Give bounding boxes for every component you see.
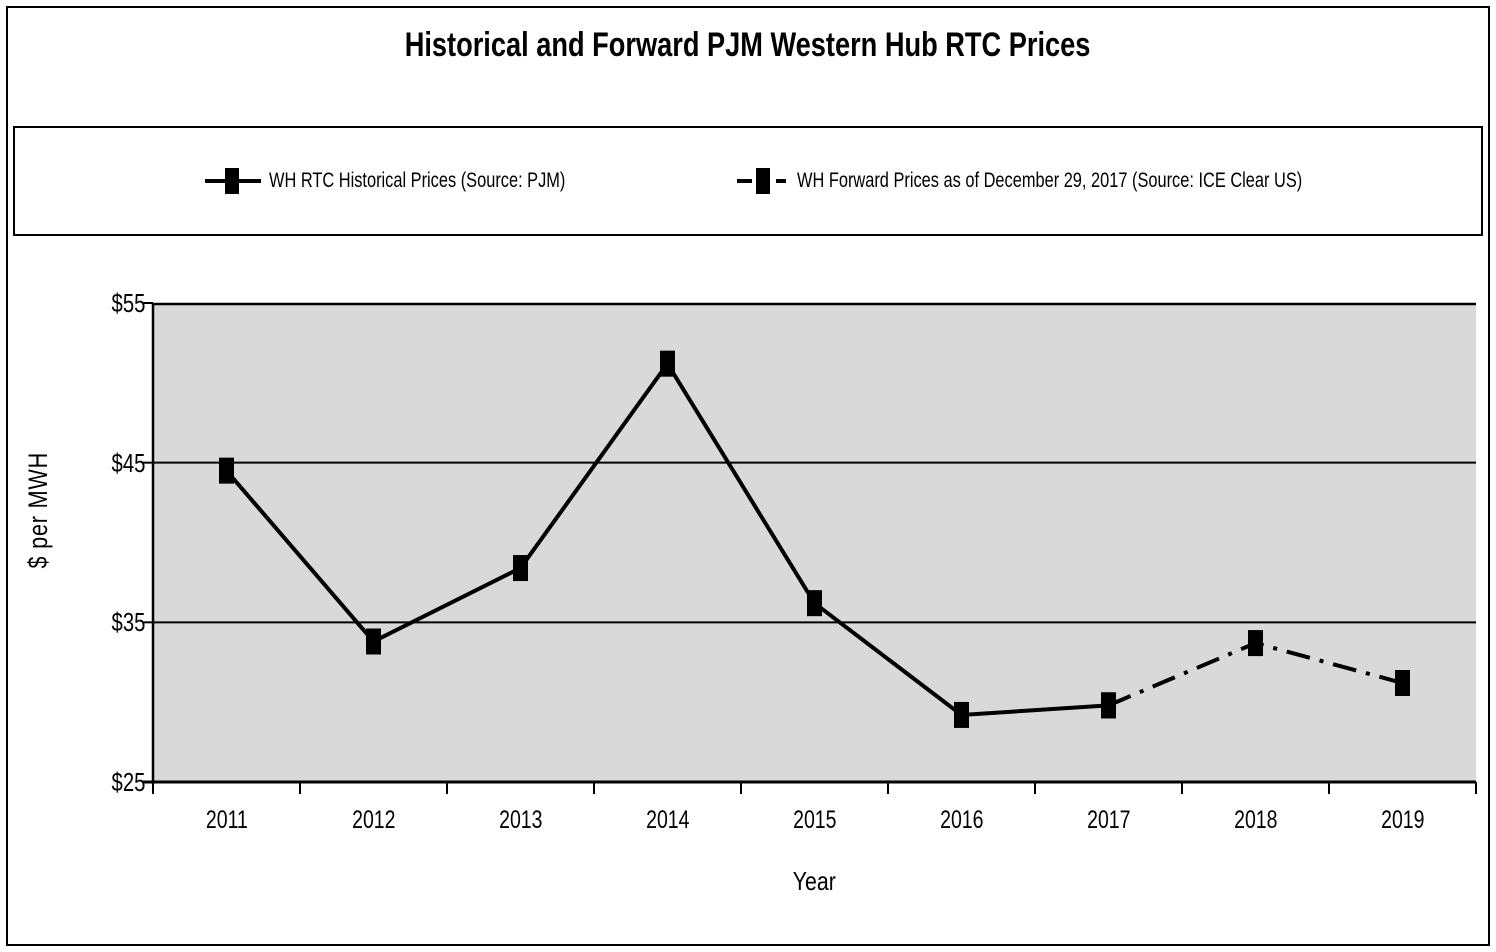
series-line-solid: [224, 360, 1109, 717]
x-tick-label-text: 2012: [351, 806, 396, 834]
y-tick-label-text: $25: [111, 767, 145, 797]
y-tick-label: $55: [55, 288, 145, 319]
data-point-marker: [954, 701, 969, 728]
x-tick-label: 2016: [912, 806, 1012, 835]
legend-label-forward: WH Forward Prices as of December 29, 201…: [797, 169, 1303, 192]
chart-title-text: Historical and Forward PJM Western Hub R…: [405, 26, 1091, 64]
x-tick-label-text: 2016: [939, 806, 984, 834]
y-tick-label-text: $55: [111, 288, 145, 318]
x-tick-label: 2015: [765, 806, 865, 835]
x-tick-label-text: 2013: [498, 806, 543, 834]
x-tick-label-text: 2014: [645, 806, 690, 834]
x-tick-label: 2011: [177, 806, 277, 835]
data-point-marker: [219, 457, 234, 484]
data-point-marker: [366, 628, 381, 655]
x-tick-label-text: 2015: [792, 806, 837, 834]
x-tick-label: 2014: [618, 806, 718, 835]
x-tick-label: 2018: [1206, 806, 1306, 835]
plot-area: [143, 302, 1477, 794]
x-tick-label-text: 2018: [1233, 806, 1278, 834]
x-tick-label-text: 2017: [1086, 806, 1131, 834]
x-tick-label-text: 2011: [205, 806, 248, 834]
data-point-marker: [660, 350, 675, 377]
y-tick-label: $35: [55, 607, 145, 638]
x-tick-label: 2017: [1059, 806, 1159, 835]
legend: WH RTC Historical Prices (Source: PJM) W…: [13, 126, 1483, 236]
data-point-marker: [1248, 630, 1263, 657]
legend-entry-forward: WH Forward Prices as of December 29, 201…: [737, 166, 1445, 196]
legend-label-historical: WH RTC Historical Prices (Source: PJM): [269, 169, 566, 192]
x-tick-label-text: 2019: [1380, 806, 1425, 834]
solid-line-square-marker-icon: [205, 168, 261, 194]
y-tick-label: $25: [55, 767, 145, 798]
figure-border: [6, 6, 1490, 946]
y-axis-title: $ per MWH: [23, 451, 53, 569]
data-point-marker: [1395, 670, 1410, 697]
chart-canvas: [143, 302, 1477, 794]
data-point-marker: [1101, 692, 1116, 719]
legend-entry-historical: WH RTC Historical Prices (Source: PJM): [205, 166, 649, 196]
x-tick-label: 2013: [471, 806, 571, 835]
y-tick-label: $45: [55, 448, 145, 479]
y-tick-label-text: $45: [111, 447, 145, 478]
x-tick-label: 2019: [1353, 806, 1453, 835]
chart-title: Historical and Forward PJM Western Hub R…: [0, 26, 1496, 65]
x-tick-label: 2012: [324, 806, 424, 835]
x-axis-title: Year: [792, 866, 836, 896]
data-point-marker: [807, 590, 822, 617]
y-tick-label-text: $35: [111, 607, 145, 638]
data-point-marker: [513, 555, 528, 582]
dash-dot-line-square-marker-icon: [737, 168, 786, 194]
